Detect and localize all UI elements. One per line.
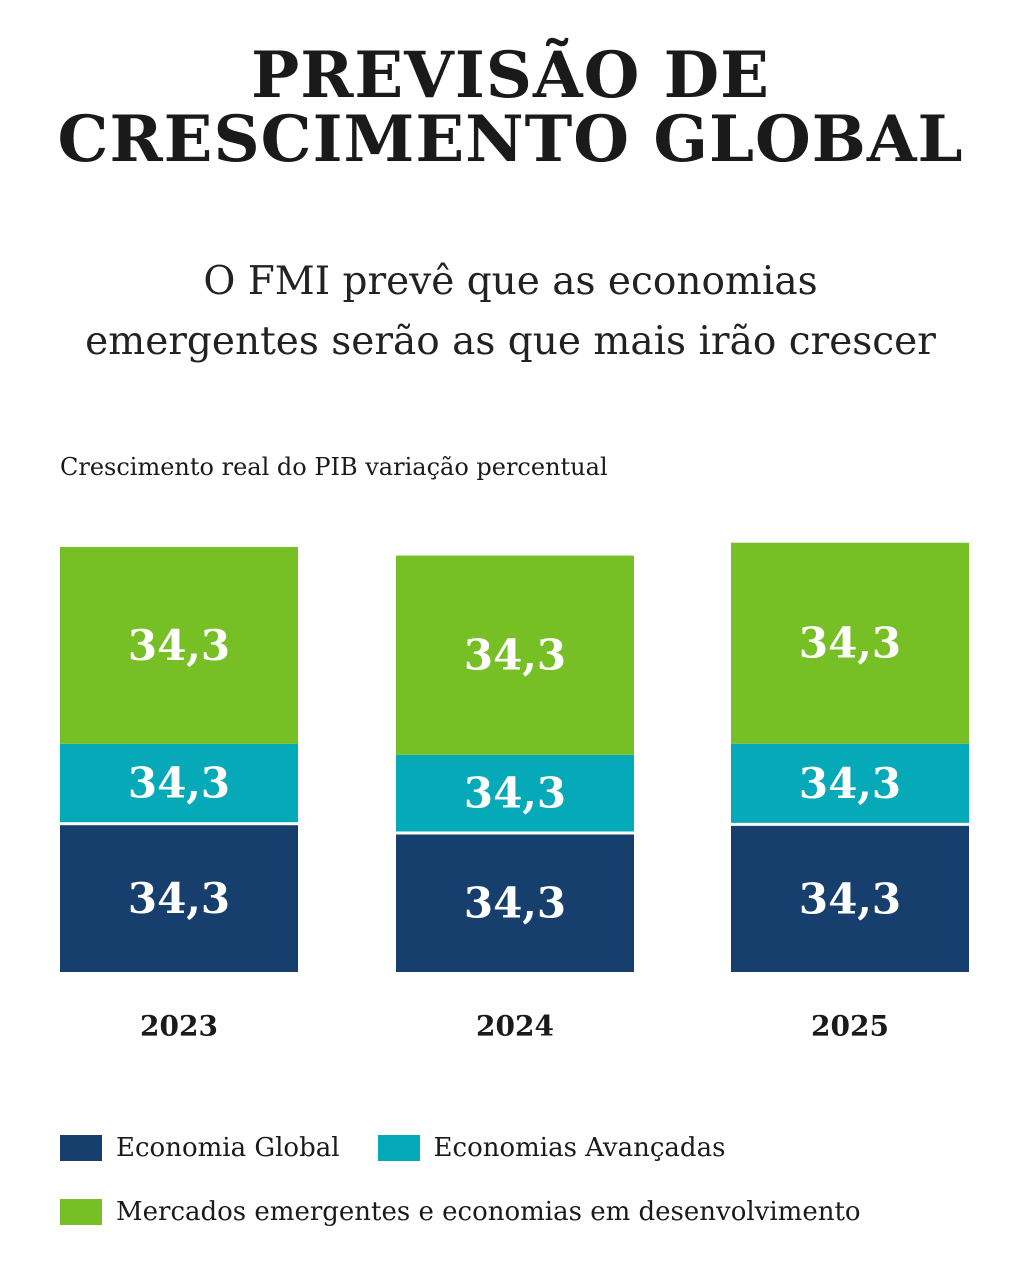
x-tick-label-2024: 2024 [476,1010,554,1043]
x-tick-label-2025: 2025 [811,1010,889,1043]
bar-2024-series-1 [396,834,634,972]
chart-subtitle-line-2: emergentes serão as que mais irão cresce… [85,319,936,364]
legend-row-2: Mercados emergentes e economias em desen… [60,1192,1000,1232]
bar-2023-series-1 [60,825,298,972]
bar-2024-series-3 [396,555,634,755]
x-tick-label-2023: 2023 [140,1010,218,1043]
bar-2025-series-2 [731,743,969,823]
data-label-2023-series-3: 34,3 [128,621,230,670]
bar-2023-series-3 [60,547,298,744]
legend-label-economias-avancadas: Economias Avançadas [433,1133,726,1163]
y-axis-label: Crescimento real do PIB variação percent… [60,453,608,481]
legend-item-economias-avancadas: Economias Avançadas [377,1133,726,1163]
legend-item-mercados-emergentes: Mercados emergentes e economias em desen… [60,1197,861,1227]
chart-title: PREVISÃO DE CRESCIMENTO GLOBAL [0,44,1021,172]
bar-2024-series-2 [396,754,634,832]
data-label-2025-series-1: 34,3 [799,874,901,923]
data-label-2025-series-3: 34,3 [799,619,901,668]
data-label-2024-series-2: 34,3 [464,769,566,818]
chart-subtitle: O FMI prevê que as economias emergentes … [0,252,1021,372]
chart-subtitle-line-1: O FMI prevê que as economias [203,259,818,304]
stacked-bar-chart: 34,3 34,3 34,3 2023 34,3 34,3 34,3 2024 34,3 34,3… [60,542,969,1043]
legend-label-economia-global: Economia Global [116,1133,340,1163]
bar-2025-series-3 [731,542,969,744]
legend: Economia Global Economias Avançadas Merc… [60,1128,1000,1256]
data-label-2024-series-1: 34,3 [464,879,566,928]
legend-label-mercados-emergentes: Mercados emergentes e economias em desen… [116,1197,861,1227]
legend-swatch-economia-global [60,1135,102,1161]
legend-row-1: Economia Global Economias Avançadas [60,1128,1000,1168]
legend-swatch-economias-avancadas [377,1135,420,1161]
bar-2025-series-1 [731,825,969,972]
chart-title-line-1: PREVISÃO DE [251,38,770,113]
data-label-2023-series-1: 34,3 [128,874,230,923]
chart-title-line-2: CRESCIMENTO GLOBAL [57,102,964,177]
legend-item-economia-global: Economia Global [60,1133,340,1163]
data-label-2023-series-2: 34,3 [128,759,230,808]
bar-2023-series-2 [60,743,298,823]
data-label-2024-series-3: 34,3 [464,631,566,680]
data-label-2025-series-2: 34,3 [799,759,901,808]
legend-swatch-mercados-emergentes [60,1199,102,1225]
